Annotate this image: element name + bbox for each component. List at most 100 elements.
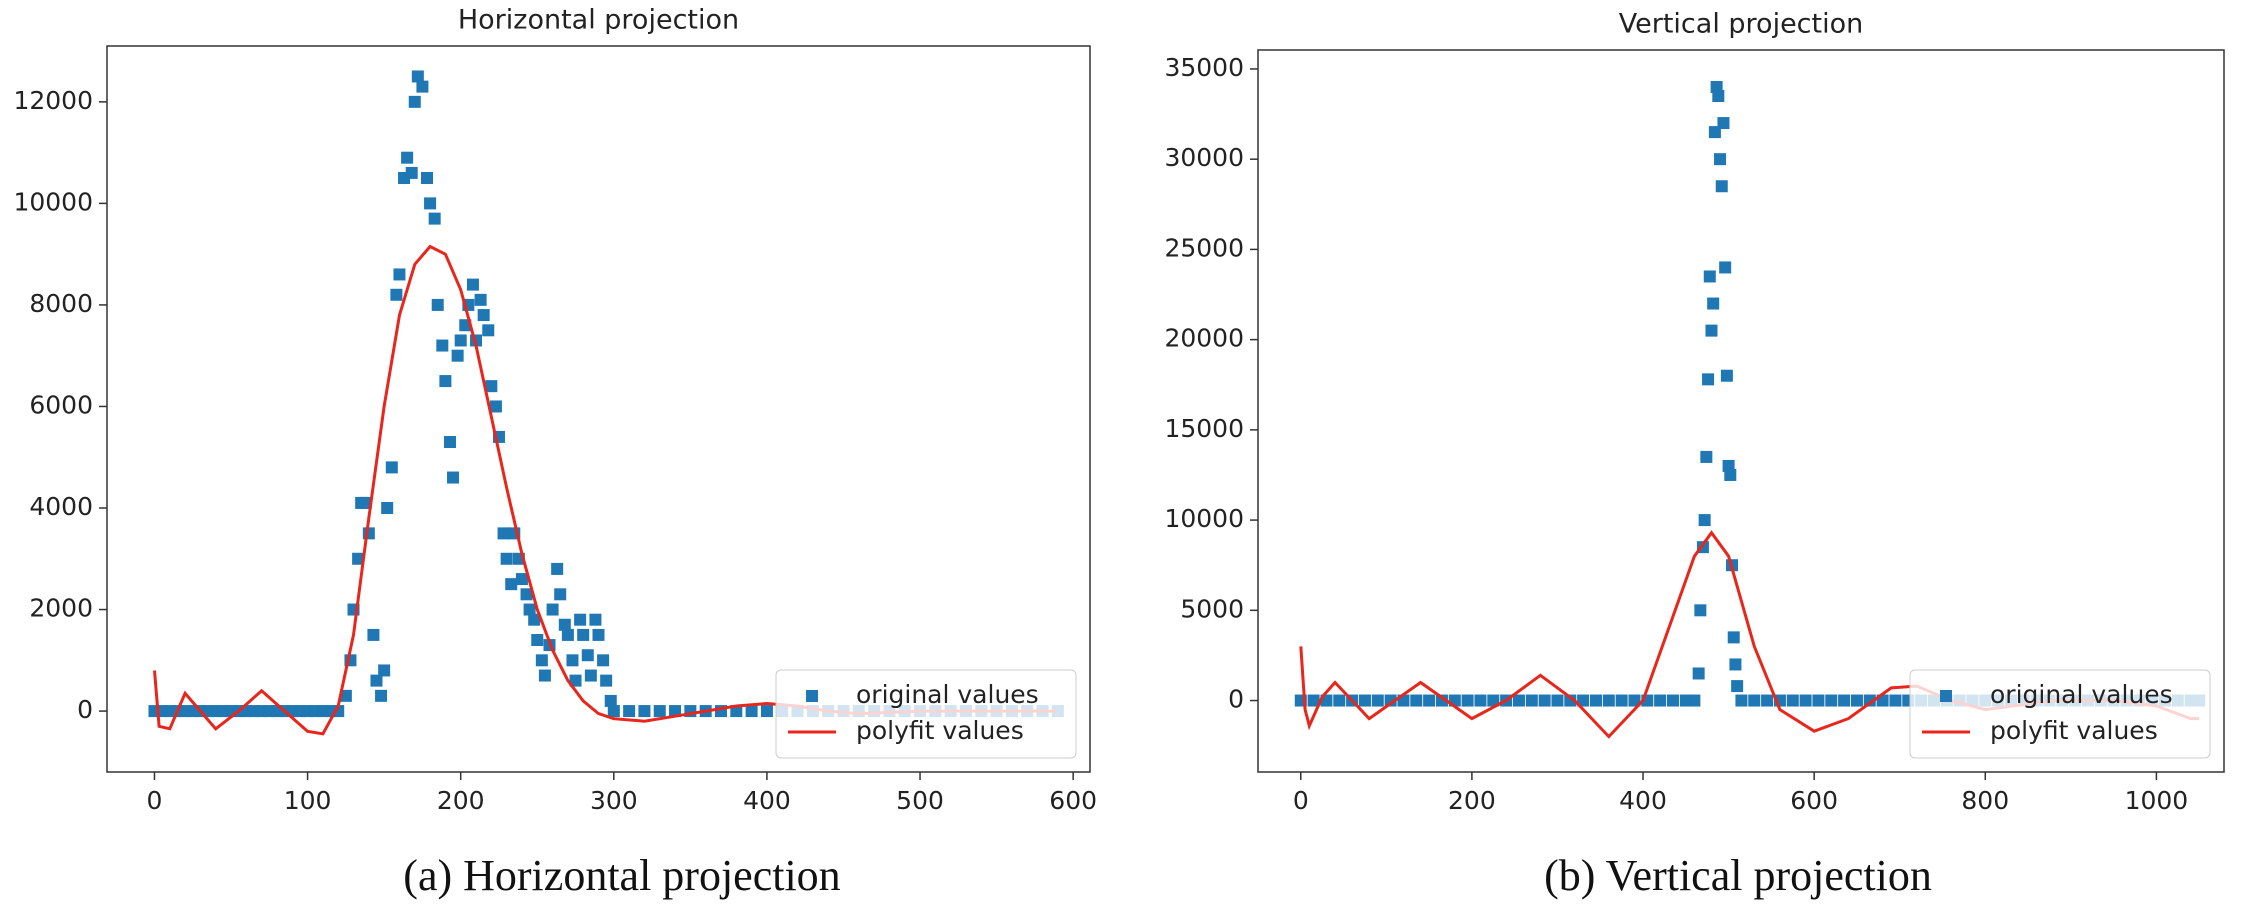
caption: (a) Horizontal projection [403, 851, 840, 900]
chart-title: Horizontal projection [458, 5, 739, 36]
scatter-point [385, 461, 398, 474]
y-tick-label: 30000 [1164, 143, 1244, 172]
x-tick-label: 500 [896, 786, 944, 815]
legend: original values polyfit values [775, 669, 1077, 759]
scatter-point [401, 151, 414, 164]
scatter-point [405, 166, 418, 179]
scatter-point [1512, 694, 1525, 707]
scatter-point [393, 268, 406, 281]
chart-panel: Horizontal projection (a) Horizontal proj… [13, 5, 1097, 901]
x-tick-label: 0 [1293, 786, 1309, 815]
scatter-point [597, 654, 610, 667]
y-tick-label: 0 [1228, 685, 1244, 714]
scatter-point [515, 573, 528, 586]
scatter-point [669, 705, 682, 718]
scatter-point [375, 689, 388, 702]
scatter-point [623, 705, 636, 718]
scatter-point [359, 496, 372, 509]
scatter-point [451, 349, 464, 362]
scatter-point [531, 634, 544, 646]
scatter-point [1702, 373, 1715, 386]
scatter-point [538, 669, 551, 682]
scatter-point [1461, 694, 1474, 707]
plot-area [1294, 80, 2206, 739]
scatter-point [352, 552, 365, 565]
legend-label: polyfit values [1990, 716, 2158, 745]
scatter-point [1722, 459, 1735, 472]
scatter-point [638, 705, 651, 718]
scatter-point [760, 705, 773, 718]
scatter-point [500, 552, 513, 565]
scatter-point [381, 502, 394, 514]
scatter-point [1727, 631, 1740, 644]
scatter-point [1717, 117, 1730, 130]
y-tick-label: 4000 [29, 492, 93, 521]
scatter-point [367, 628, 380, 641]
scatter-point [554, 588, 567, 601]
scatter-point [1707, 297, 1720, 310]
scatter-point [569, 674, 582, 687]
legend-marker [1940, 690, 1952, 702]
scatter-point [1615, 694, 1628, 707]
scatter-point [390, 288, 403, 301]
y-tick-label: 6000 [29, 390, 93, 419]
scatter-point [1714, 153, 1727, 166]
scatter-point [584, 669, 597, 682]
axes-frame [1257, 49, 2225, 773]
y-tick-label: 25000 [1164, 233, 1244, 262]
scatter-point [1333, 694, 1346, 707]
scatter-point [489, 400, 502, 413]
legend-marker [806, 690, 818, 702]
scatter-point [1799, 694, 1812, 707]
x-tick-label: 600 [1049, 786, 1097, 815]
scatter-point [477, 309, 490, 322]
scatter-point [416, 80, 429, 93]
scatter-point [535, 654, 548, 667]
scatter-point [1863, 694, 1876, 707]
scatter-point [1666, 694, 1679, 707]
x-tick-label: 200 [1448, 786, 1496, 815]
y-tick-label: 20000 [1164, 324, 1244, 353]
legend-label: polyfit values [856, 716, 1024, 745]
scatter-point [424, 197, 437, 210]
scatter-point [730, 705, 743, 718]
scatter-point [485, 380, 498, 393]
x-tick-label: 600 [1790, 786, 1838, 815]
scatter-point [1628, 694, 1641, 707]
scatter-point [592, 628, 605, 641]
legend-label: original values [856, 680, 1039, 709]
scatter-point [1410, 694, 1423, 707]
scatter-point [1525, 694, 1538, 707]
scatter-point [1564, 694, 1577, 707]
scatter-point [1487, 694, 1500, 707]
scatter-point [370, 674, 383, 687]
scatter-point [1735, 694, 1748, 707]
y-tick-label: 5000 [1180, 594, 1244, 623]
scatter-point [546, 603, 559, 616]
x-tick-label: 1000 [2125, 786, 2189, 815]
scatter-point [589, 613, 602, 626]
x-tick-label: 200 [437, 786, 485, 815]
y-tick-label: 10000 [13, 187, 93, 216]
y-tick-label: 2000 [29, 594, 93, 623]
scatter-point [551, 562, 564, 575]
legend-box [1909, 669, 2211, 759]
y-tick-label: 35000 [1164, 53, 1244, 82]
scatter-point [577, 628, 590, 641]
fit-line [153, 244, 1057, 736]
scatter-point [1715, 180, 1728, 193]
y-tick-label: 15000 [1164, 414, 1244, 443]
scatter-point [1589, 694, 1602, 707]
scatter-point [1708, 126, 1721, 139]
axes-frame [106, 45, 1091, 773]
scatter-point [443, 436, 456, 448]
x-tick-label: 400 [743, 786, 791, 815]
scatter-point [1710, 80, 1723, 93]
x-tick-label: 800 [1961, 786, 2009, 815]
scatter-point [1423, 694, 1436, 707]
legend-label: original values [1990, 680, 2173, 709]
scatter-point [1551, 694, 1564, 707]
x-tick-label: 300 [590, 786, 638, 815]
